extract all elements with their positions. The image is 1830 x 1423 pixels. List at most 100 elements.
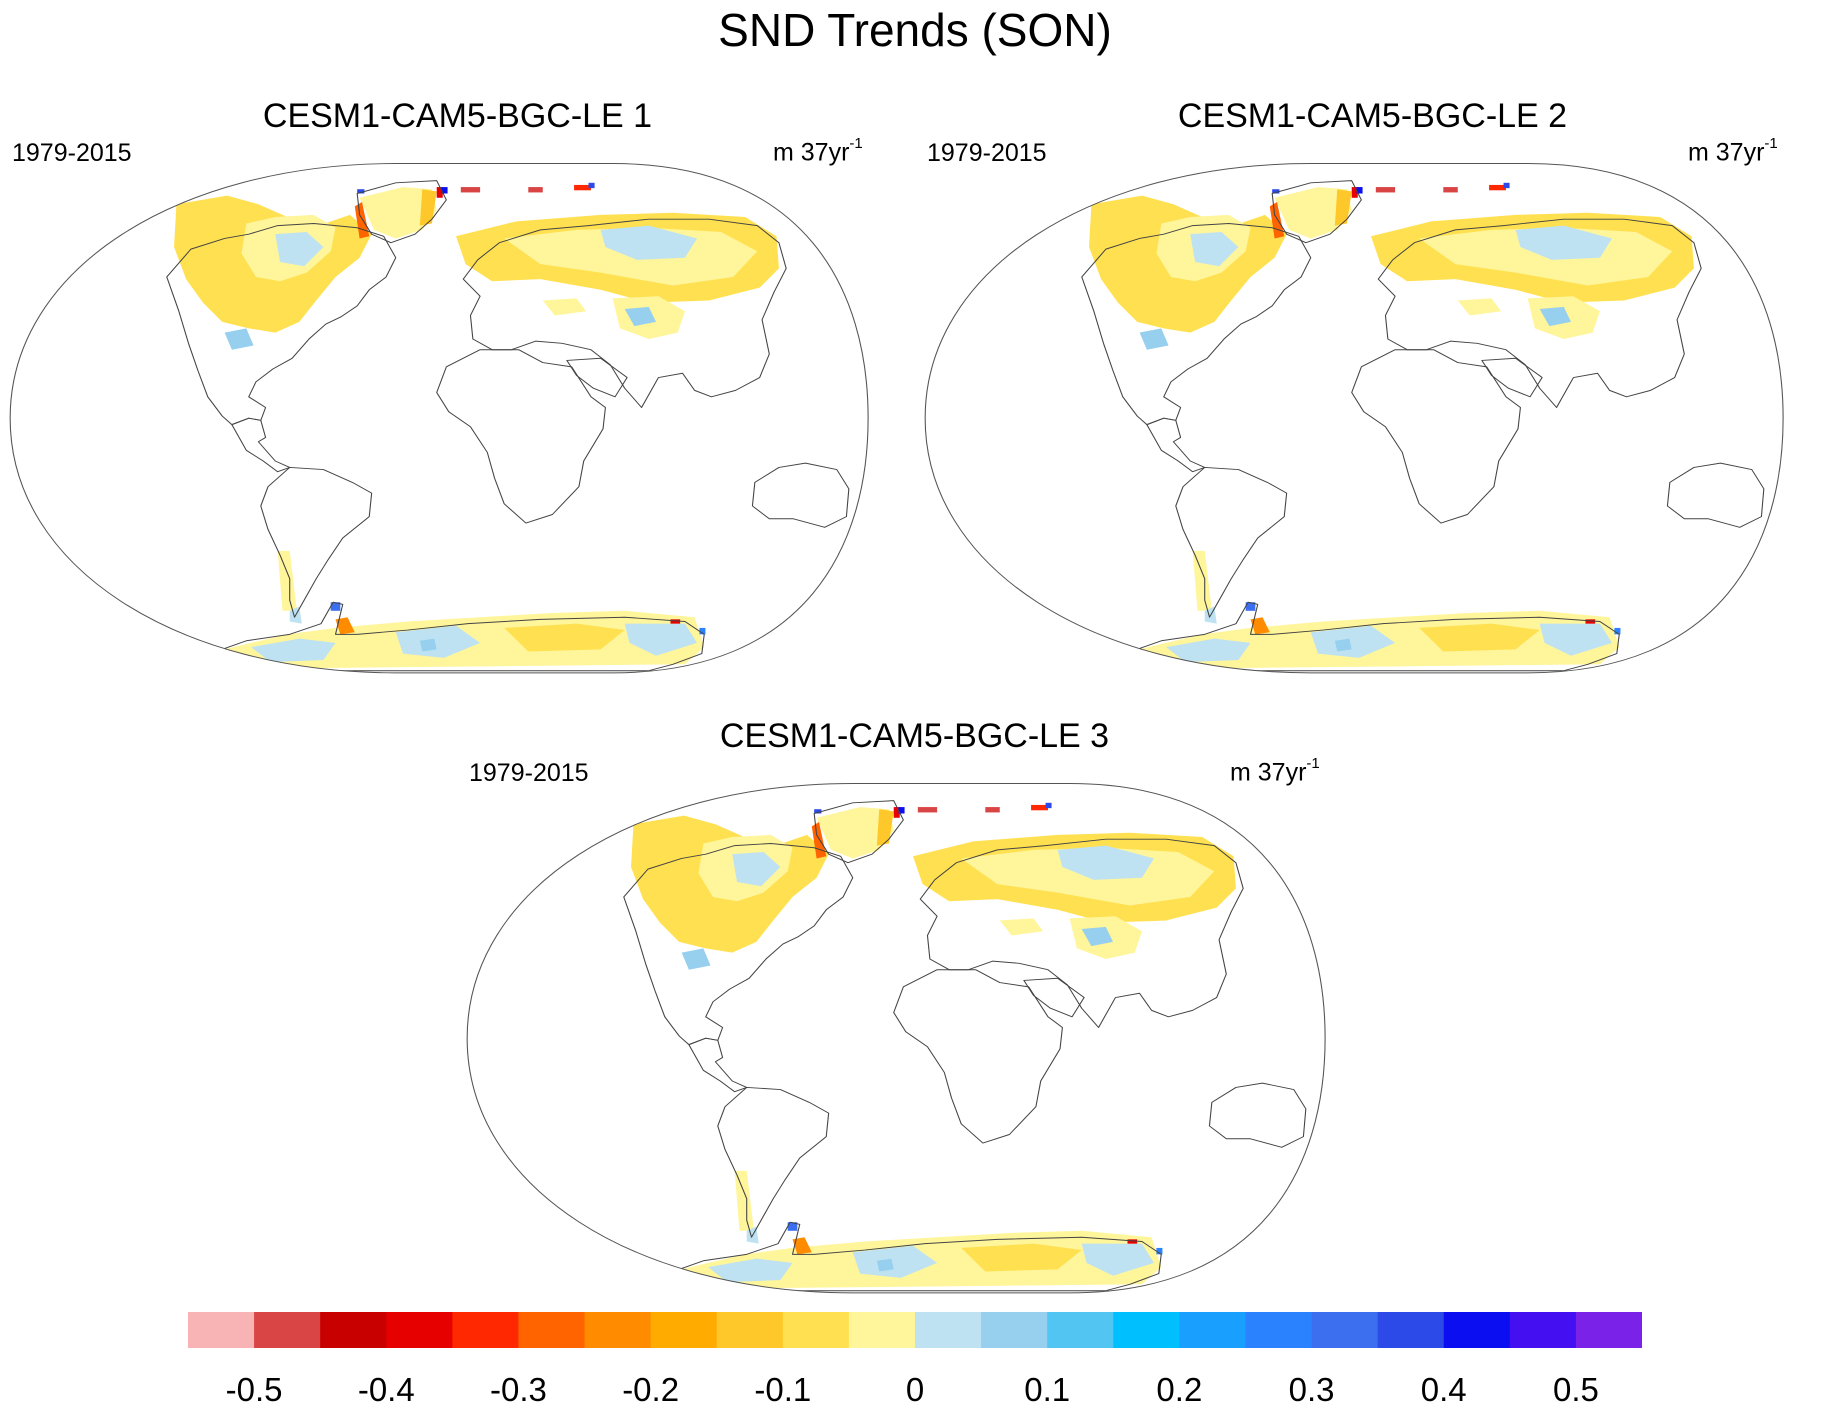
coastline-eurasia [462,218,787,408]
coastline-arabia [1481,357,1543,398]
map-border [924,163,1784,674]
period-label: 1979-2015 [927,139,1047,167]
trend-cell [588,182,595,189]
coastline-africa [1351,349,1521,524]
trend-patch [1334,638,1352,652]
trend-patch [359,187,437,239]
coastline-africa [893,969,1063,1144]
colorbar-swatch [1377,1312,1445,1348]
trend-patch [811,822,827,859]
colorbar-swatch [1443,1312,1511,1348]
colorbar-swatch [1311,1312,1379,1348]
trend-patch [876,1258,894,1272]
coastline-southAmerica [717,1086,830,1238]
trend-patch [732,852,781,887]
trend-cell [1127,1239,1138,1244]
trend-patch [1515,225,1612,260]
units-label: m 37yr-1 [1688,135,1778,167]
colorbar-tick-label: 0.3 [1288,1371,1335,1408]
panel-title: CESM1-CAM5-BGC-LE 1 [262,97,653,135]
trend-patch [792,1237,812,1255]
coastline-arabia [1023,977,1085,1018]
units-label: m 37yr-1 [1230,755,1320,787]
colorbar-tick-label: -0.3 [490,1371,547,1408]
coastline-arabia [566,357,628,398]
coastline-greenland [1271,180,1362,244]
colorbar-swatch [254,1312,321,1348]
trend-patch [504,623,625,652]
trend-cell [1375,187,1396,193]
units-label: m 37yr-1 [773,135,863,167]
trend-patch [224,328,254,350]
trend-cell [1356,187,1363,194]
trend-cell [441,187,448,194]
coastline-eurasia [1377,218,1702,408]
trend-cell [670,619,681,624]
panel-title: CESM1-CAM5-BGC-LE 3 [719,717,1110,755]
colorbar-swatch [1113,1312,1180,1348]
coastline-antarctica [1124,601,1620,672]
trend-cell [1489,184,1506,191]
period-label: 1979-2015 [12,139,132,167]
map-border [466,783,1326,1294]
trend-cell [917,807,938,813]
trend-patch [600,225,697,260]
colorbar-tick-label: -0.1 [754,1371,812,1408]
trend-patch [1274,187,1352,239]
coastline-australia [751,462,850,528]
trend-patch [816,807,894,859]
trend-cell [1156,1247,1163,1255]
colorbar-tick-label: -0.5 [225,1371,283,1408]
trend-patch [1250,617,1270,635]
trend-patch [1539,306,1572,327]
trend-cell [1351,187,1358,198]
trend-patch [1539,623,1612,656]
trend-patch [999,918,1044,936]
coastline-northAmerica [1081,222,1312,426]
trend-patch [330,602,341,611]
trend-patch [961,1243,1082,1272]
period-label: 1979-2015 [469,759,589,787]
trend-patch [1139,328,1169,350]
panel-title: CESM1-CAM5-BGC-LE 2 [1177,97,1568,135]
coastline-centralAmerica [1146,417,1206,473]
trend-patch [251,638,336,663]
map-panel-2: CESM1-CAM5-BGC-LE 2 1979-2015 m 37yr-1 [915,96,1830,696]
map-border [9,163,869,674]
colorbar-labels: -0.5 -0.4 -0.3 -0.2 -0.1 0 0.1 0.2 0.3 0.4 0.5 [0,1370,1830,1414]
trend-patch [876,809,894,846]
trend-patch [1081,1243,1154,1276]
trend-cell [1585,619,1596,624]
coastline-centralAmerica [231,417,291,473]
colorbar-swatch [320,1312,387,1348]
trend-patch [395,625,481,658]
colorbar-swatch [1245,1312,1313,1348]
colorbar [188,1312,1642,1348]
coastline-northAmerica [623,842,854,1046]
trend-patch [681,948,711,970]
colorbar-swatch [981,1312,1048,1348]
trend-cell [574,184,591,191]
coastline-greenland [356,180,447,244]
colorbar-swatch [1575,1312,1642,1348]
coastline-centralAmerica [688,1037,748,1093]
trend-cell [1443,187,1458,193]
colorbar-tick-label: 0.4 [1420,1371,1467,1408]
trend-cell [985,807,1000,813]
colorbar-swatch [915,1312,982,1348]
colorbar-swatch [452,1312,520,1348]
colorbar-tick-label: 0 [905,1371,925,1408]
trend-patch [1419,623,1540,652]
trend-patch [1057,845,1154,880]
coastline-southAmerica [1175,466,1288,618]
trend-patch [542,298,587,316]
trend-patch [1457,298,1502,316]
colorbar-tick-label: 0.2 [1156,1371,1203,1408]
coastline-greenland [813,800,904,864]
figure-title: SND Trends (SON) [718,4,1112,56]
coastline-antarctica [666,1221,1162,1292]
colorbar-tick-label: 0.1 [1024,1371,1071,1408]
trend-patch [1245,602,1256,611]
trend-cell [1503,182,1510,189]
trend-cell [898,807,905,814]
